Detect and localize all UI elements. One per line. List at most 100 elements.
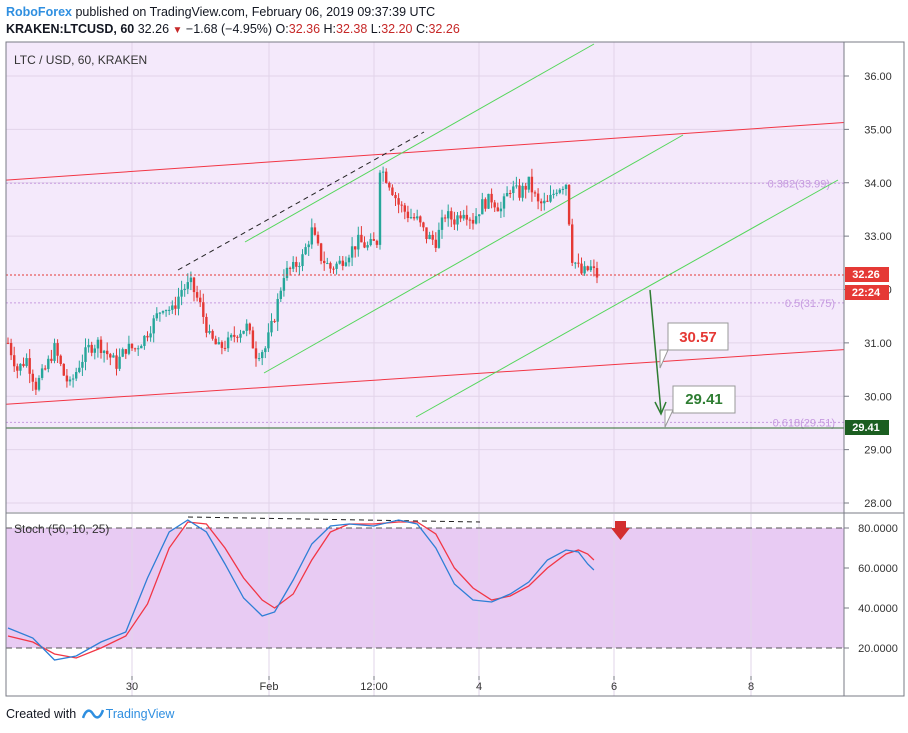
candle-down [295, 261, 298, 267]
candle-down [146, 335, 149, 338]
candle-down [236, 336, 239, 338]
candle-up [267, 332, 270, 349]
candle-down [524, 185, 527, 190]
badge-current-price: 32.26 [845, 267, 889, 282]
fibonacci-retracement[interactable]: 0.382(33.99) 0.5(31.75) 0.618(29.51) [6, 178, 844, 429]
candle-up [81, 361, 84, 368]
time-axis[interactable]: 30 Feb 12:00 4 6 8 [126, 676, 754, 693]
candle-up [456, 215, 459, 225]
candle-up [189, 277, 193, 283]
candle-up [121, 349, 124, 357]
candle-down [375, 240, 379, 245]
fib-level-label: 0.382(33.99) [768, 178, 830, 190]
stoch-d-line [7, 521, 595, 659]
candle-down [459, 215, 462, 219]
candle-down [44, 368, 47, 370]
stoch-title: Stoch (50, 10, 25) [14, 522, 109, 536]
candle-up [512, 186, 515, 194]
price-tick-label: 28.00 [864, 498, 892, 510]
close-label: C: [415, 22, 429, 36]
target1-label: 30.57 [679, 329, 717, 346]
trendlines[interactable] [5, 43, 845, 418]
candle-up [140, 345, 143, 349]
dashed-resistance-line[interactable] [177, 131, 425, 271]
candle-down [397, 198, 400, 205]
candle-down [223, 347, 227, 349]
candle-up [338, 260, 341, 264]
candle-up [127, 343, 131, 354]
candle-down [109, 354, 112, 358]
candle-up [350, 246, 354, 258]
candle-down [22, 363, 25, 366]
footer: Created with TradingView [6, 707, 174, 721]
candle-down [90, 344, 93, 353]
callout-target2[interactable]: 29.41 [664, 385, 736, 428]
time-tick-label: Feb [260, 681, 279, 693]
open-value: 32.36 [288, 22, 321, 36]
candle-up [102, 350, 106, 354]
candle-up [25, 358, 28, 366]
candle-down [388, 182, 391, 188]
candle-up [515, 185, 518, 187]
candle-down [540, 201, 543, 204]
stoch-axis[interactable] [844, 514, 904, 696]
candle-down [484, 199, 487, 209]
candle-up [217, 342, 220, 345]
candle-down [62, 363, 65, 376]
candle-down [431, 234, 434, 240]
candle-up [304, 247, 307, 255]
candle-up [369, 239, 372, 246]
candle-up [143, 335, 146, 346]
candle-up [152, 318, 155, 334]
down-arrow-icon: ▼ [172, 25, 183, 36]
change-value: −1.68 (−4.95%) [185, 22, 273, 36]
candle-up [245, 323, 248, 331]
candle-up [381, 171, 385, 173]
candle-up [558, 189, 561, 193]
time-tick-label: 30 [126, 681, 138, 693]
open-label: O: [275, 22, 289, 36]
target-price-badge: 29.41 [852, 422, 880, 434]
forecast-arrowhead-icon [654, 401, 667, 416]
candle-down [571, 224, 574, 263]
callout-target1[interactable]: 30.57 [659, 322, 729, 369]
candle-up [527, 176, 530, 190]
price-tick-label: 35.00 [864, 124, 892, 136]
candle-down [406, 211, 410, 219]
candle-down [65, 375, 69, 382]
symbol-info: KRAKEN:LTCUSD, 60 32.26 ▼ −1.68 (−4.95%)… [6, 22, 460, 36]
candle-down [59, 355, 62, 364]
candle-down [31, 373, 34, 382]
last-price: 32.26 [137, 22, 170, 36]
candle-up [230, 334, 233, 338]
tradingview-link[interactable]: TradingView [105, 707, 175, 721]
publisher-name[interactable]: RoboForex [6, 5, 72, 19]
time-tick-label: 6 [611, 681, 617, 693]
candle-up [84, 347, 87, 362]
candle-up [96, 339, 100, 349]
candle-down [9, 343, 13, 356]
candle-up [155, 313, 158, 319]
publish-info: RoboForex published on TradingView.com, … [6, 5, 435, 19]
tradingview-logo-icon [81, 709, 104, 719]
stoch-divergence-line[interactable] [187, 516, 481, 523]
candle-up [326, 263, 329, 265]
candle-down [509, 192, 512, 194]
candle-down [233, 334, 236, 337]
candle-up [416, 216, 419, 219]
candle-up [118, 356, 121, 369]
candle-up [149, 333, 152, 338]
candle-up [180, 290, 183, 297]
forecast-arrow-line[interactable] [649, 289, 662, 413]
candle-up [53, 343, 56, 361]
candle-down [394, 195, 397, 199]
low-value: 32.20 [381, 22, 413, 36]
candle-up [71, 378, 75, 380]
candle-down [13, 355, 16, 367]
candle-down [205, 316, 208, 333]
candle-down [586, 266, 589, 271]
badge-target: 29.41 [845, 420, 889, 435]
candle-up [158, 312, 162, 314]
candle-down [273, 320, 276, 322]
